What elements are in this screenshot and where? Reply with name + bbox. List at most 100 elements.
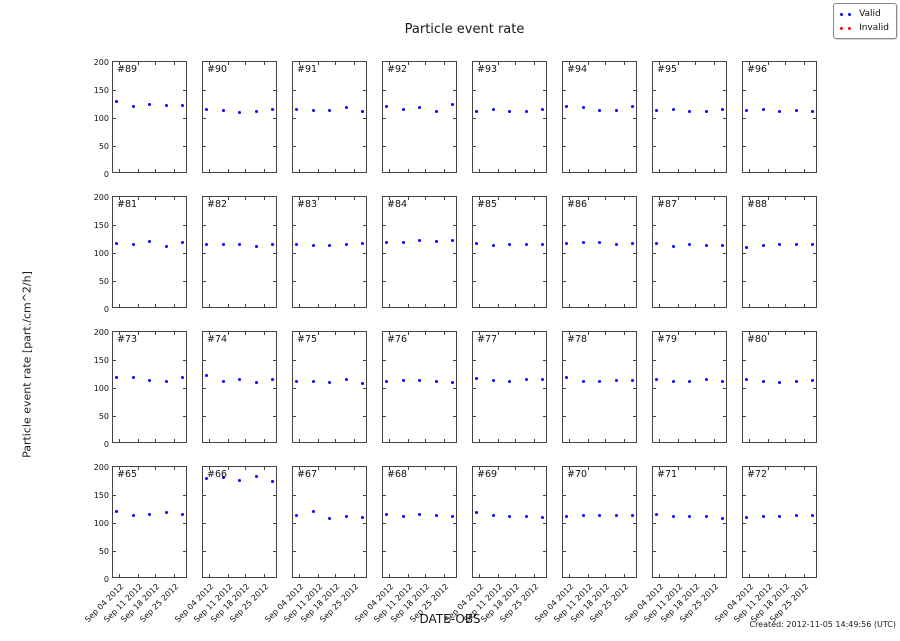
data-point [295, 242, 299, 246]
legend: Valid Invalid [833, 3, 897, 39]
subplot-label: #93 [477, 64, 498, 75]
x-tick-mark [497, 332, 499, 335]
x-tick-mark [695, 304, 697, 307]
x-tick-mark [767, 304, 769, 307]
x-tick-mark [785, 467, 787, 470]
x-tick-mark [119, 467, 121, 470]
y-tick-mark [293, 523, 296, 524]
x-tick-mark [695, 574, 697, 577]
y-tick-mark [473, 90, 476, 91]
data-point [811, 514, 815, 518]
legend-label-invalid: Invalid [859, 23, 889, 33]
y-tick-mark [543, 225, 546, 226]
data-point [434, 514, 438, 518]
y-tick-mark [723, 225, 726, 226]
y-tick-label: 150 [93, 491, 109, 500]
data-point [131, 242, 135, 246]
y-tick-mark [273, 416, 276, 417]
x-tick-mark [569, 439, 571, 442]
x-tick-mark [227, 197, 229, 200]
data-point [254, 474, 258, 478]
data-point [181, 375, 185, 379]
x-tick-mark [137, 574, 139, 577]
x-tick-mark [803, 62, 805, 65]
x-tick-mark [659, 332, 661, 335]
x-tick-mark [209, 304, 211, 307]
y-tick-label: 100 [93, 249, 109, 258]
y-tick-mark [813, 416, 816, 417]
invalid-marker-icon [848, 26, 852, 30]
x-tick-mark [479, 304, 481, 307]
x-tick-mark [407, 439, 409, 442]
y-axis-label: Particle event rate [part./cm^2/h] [20, 271, 34, 458]
data-point [811, 110, 815, 114]
y-tick-label: 100 [93, 384, 109, 393]
data-point [581, 241, 585, 245]
data-point [115, 100, 119, 104]
y-tick-mark [113, 360, 116, 361]
data-point [131, 104, 135, 108]
subplot-label: #80 [747, 334, 768, 345]
x-tick-mark [155, 169, 157, 172]
data-point [655, 242, 659, 245]
y-tick-mark [363, 523, 366, 524]
x-tick-mark [137, 332, 139, 335]
y-tick-mark [633, 360, 636, 361]
data-point [655, 377, 659, 381]
y-tick-mark [653, 523, 656, 524]
y-tick-mark [363, 360, 366, 361]
data-point [418, 378, 422, 382]
x-tick-mark [443, 574, 445, 577]
x-tick-mark [209, 467, 211, 470]
data-point [344, 514, 348, 518]
y-tick-mark [363, 118, 366, 119]
y-tick-mark [743, 225, 746, 226]
data-point [671, 108, 675, 112]
x-tick-mark [299, 169, 301, 172]
y-tick-mark [293, 118, 296, 119]
subplot-label: #95 [657, 64, 678, 75]
subplot-label: #94 [567, 64, 588, 75]
data-point [418, 513, 422, 517]
x-tick-mark [443, 62, 445, 65]
x-tick-mark [407, 197, 409, 200]
x-tick-mark [803, 467, 805, 470]
x-tick-mark [515, 169, 517, 172]
data-point [164, 244, 168, 248]
x-tick-mark [533, 169, 535, 172]
subplot-93: #93 [472, 61, 547, 173]
subplot-label: #75 [297, 334, 318, 345]
y-tick-label: 150 [93, 221, 109, 230]
y-tick-mark [453, 495, 456, 496]
x-tick-mark [263, 439, 265, 442]
x-tick-mark [227, 304, 229, 307]
x-tick-mark [479, 467, 481, 470]
x-tick-mark [515, 62, 517, 65]
x-tick-mark [659, 439, 661, 442]
data-point [688, 242, 692, 246]
x-tick-mark [353, 332, 355, 335]
legend-item-valid: Valid [840, 7, 889, 21]
x-tick-mark [443, 467, 445, 470]
x-tick-mark [137, 467, 139, 470]
data-point [761, 107, 765, 111]
y-tick-mark [563, 253, 566, 254]
y-tick-mark [363, 225, 366, 226]
x-tick-mark [317, 574, 319, 577]
data-point [704, 110, 708, 114]
data-point [451, 514, 455, 518]
x-tick-mark [677, 197, 679, 200]
x-tick-mark [605, 332, 607, 335]
subplot-85: #85 [472, 196, 547, 308]
data-point [434, 109, 438, 113]
invalid-marker-icon [840, 26, 844, 30]
y-tick-mark [473, 253, 476, 254]
y-tick-mark [653, 416, 656, 417]
x-tick-mark [587, 332, 589, 335]
y-tick-mark [743, 360, 746, 361]
x-tick-mark [317, 62, 319, 65]
y-tick-mark [183, 281, 186, 282]
y-tick-mark [723, 495, 726, 496]
y-tick-mark [383, 118, 386, 119]
x-tick-mark [767, 169, 769, 172]
